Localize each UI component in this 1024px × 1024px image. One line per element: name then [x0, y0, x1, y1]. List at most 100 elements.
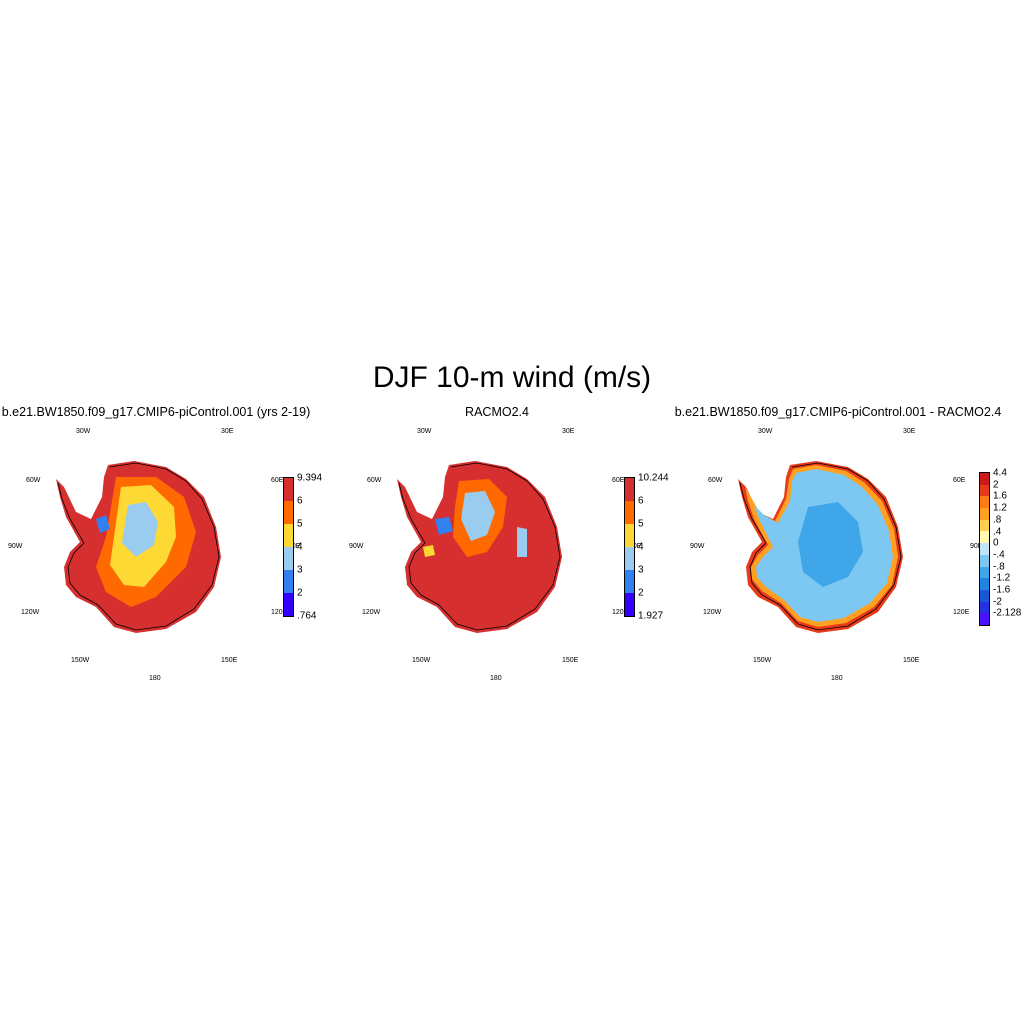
lon-label-120e: 120E: [612, 609, 629, 616]
lon-label-30w: 30W: [758, 428, 773, 435]
colorbar-label: 2: [638, 587, 644, 599]
lon-label-60e: 60E: [271, 477, 284, 484]
colorbar-segment: [980, 519, 989, 532]
lon-label-120w: 120W: [362, 609, 381, 616]
wind-zone-light-blue: [461, 491, 495, 541]
colorbar-segment: [980, 566, 989, 579]
colorbar-label: -2: [993, 596, 1002, 608]
colorbar-label: 4: [638, 541, 644, 553]
antarctica-map: [738, 461, 903, 633]
colorbar-segment: [980, 496, 989, 509]
coastline: [398, 462, 561, 631]
colorbar-segment: [980, 589, 989, 602]
figure-title: DJF 10-m wind (m/s): [372, 361, 652, 394]
colorbar-label: 4.4: [993, 467, 1007, 479]
colorbar-label: 10.244: [638, 472, 669, 484]
colorbar-segment: [980, 601, 989, 614]
colorbar-label: 4: [297, 541, 303, 553]
colorbar-segment: [284, 593, 293, 616]
panel-model: b.e21.BW1850.f09_g17.CMIP6-piControl.001…: [0, 405, 326, 695]
panel-title: b.e21.BW1850.f09_g17.CMIP6-piControl.001…: [674, 405, 1002, 419]
lon-label-90e: 90E: [288, 543, 301, 550]
colorbar-segment: [625, 570, 634, 593]
panel-racmo: RACMO2.4 30W 30E 60W 60E 90W 90E 120W 12…: [327, 405, 669, 695]
lon-label-150w: 150W: [753, 657, 772, 664]
colorbar-label: -1.6: [993, 584, 1011, 596]
colorbar-label: 0: [993, 537, 999, 549]
wind-zone-blue: [435, 517, 453, 535]
lon-label-30w: 30W: [417, 428, 432, 435]
lon-label-30e: 30E: [562, 428, 575, 435]
lon-label-30e: 30E: [903, 428, 916, 435]
colorbar-segment: [980, 531, 989, 544]
colorbar-boxes: [624, 477, 635, 617]
colorbar-label: 3: [638, 564, 644, 576]
colorbar-label: 5: [638, 518, 644, 530]
panel-title: b.e21.BW1850.f09_g17.CMIP6-piControl.001…: [1, 405, 311, 419]
lon-label-120e: 120E: [271, 609, 288, 616]
wind-zone-light-blue: [122, 502, 158, 557]
lon-label-150e: 150E: [562, 657, 579, 664]
wind-zone-blue: [96, 515, 110, 533]
lon-label-180: 180: [149, 675, 161, 682]
lon-label-150w: 150W: [412, 657, 431, 664]
colorbar-label: -2.128: [993, 607, 1022, 619]
colorbar-segment: [980, 484, 989, 497]
lon-label-90w: 90W: [8, 543, 23, 550]
colorbar-label: 2: [993, 479, 999, 491]
colorbar-label: 6: [638, 495, 644, 507]
colorbar-boxes: [283, 477, 294, 617]
colorbar-segment: [284, 478, 293, 501]
lon-label-90w: 90W: [349, 543, 364, 550]
colorbar-label: -.8: [993, 561, 1005, 573]
interior-strong-negative: [798, 502, 863, 587]
colorbar-segment: [625, 547, 634, 570]
colorbar-segment: [980, 508, 989, 520]
coastline: [739, 462, 902, 631]
wind-zone-yellow: [423, 545, 435, 557]
colorbar-label: -1.2: [993, 572, 1011, 584]
colorbar-segment: [625, 501, 634, 524]
colorbar-label: 6: [297, 495, 303, 507]
lon-label-60w: 60W: [26, 477, 41, 484]
colorbar-segment: [625, 524, 634, 547]
colorbar-segment: [625, 593, 634, 616]
colorbar-label: .4: [993, 526, 1002, 537]
lon-label-60e: 60E: [953, 477, 966, 484]
lon-label-150w: 150W: [71, 657, 90, 664]
antarctica-map: [56, 461, 221, 633]
lon-label-90e: 90E: [970, 543, 983, 550]
colorbar-segment: [284, 570, 293, 593]
colorbar-segment: [980, 473, 989, 485]
wind-zone-light-blue-east: [517, 527, 527, 557]
colorbar-label: .764: [297, 610, 317, 622]
colorbar-segment: [625, 478, 634, 501]
colorbar-label: 1.927: [638, 610, 664, 622]
colorbar-segment: [284, 501, 293, 524]
panel-difference: b.e21.BW1850.f09_g17.CMIP6-piControl.001…: [668, 405, 1022, 695]
colorbar-label: 2: [297, 587, 303, 599]
lon-label-60w: 60W: [367, 477, 382, 484]
panel-title: RACMO2.4: [465, 405, 529, 419]
lon-label-120e: 120E: [953, 609, 970, 616]
colorbar: 4.4 2 1.6 1.2.8.4 0 -.4 -.8 -1.2 -1.6 -2 -2.128: [979, 468, 1021, 626]
colorbar-segment: [980, 543, 989, 555]
lon-label-30e: 30E: [221, 428, 234, 435]
colorbar-segment: [284, 547, 293, 570]
colorbar-label: .8: [993, 514, 1002, 526]
lon-label-180: 180: [831, 675, 843, 682]
colorbar-label: 3: [297, 564, 303, 576]
colorbar-label: 1.6: [993, 490, 1007, 502]
lon-label-120w: 120W: [21, 609, 40, 616]
lon-label-30w: 30W: [76, 428, 91, 435]
colorbar-segment: [284, 524, 293, 547]
lon-label-90e: 90E: [629, 543, 642, 550]
colorbar-label: 9.394: [297, 472, 323, 484]
lon-label-150e: 150E: [221, 657, 238, 664]
lon-label-90w: 90W: [690, 543, 705, 550]
colorbar-label: 5: [297, 518, 303, 530]
colorbar-segment: [980, 613, 989, 625]
colorbar-label: -.4: [993, 549, 1005, 561]
colorbar-segment: [980, 554, 989, 567]
lon-label-120w: 120W: [703, 609, 722, 616]
